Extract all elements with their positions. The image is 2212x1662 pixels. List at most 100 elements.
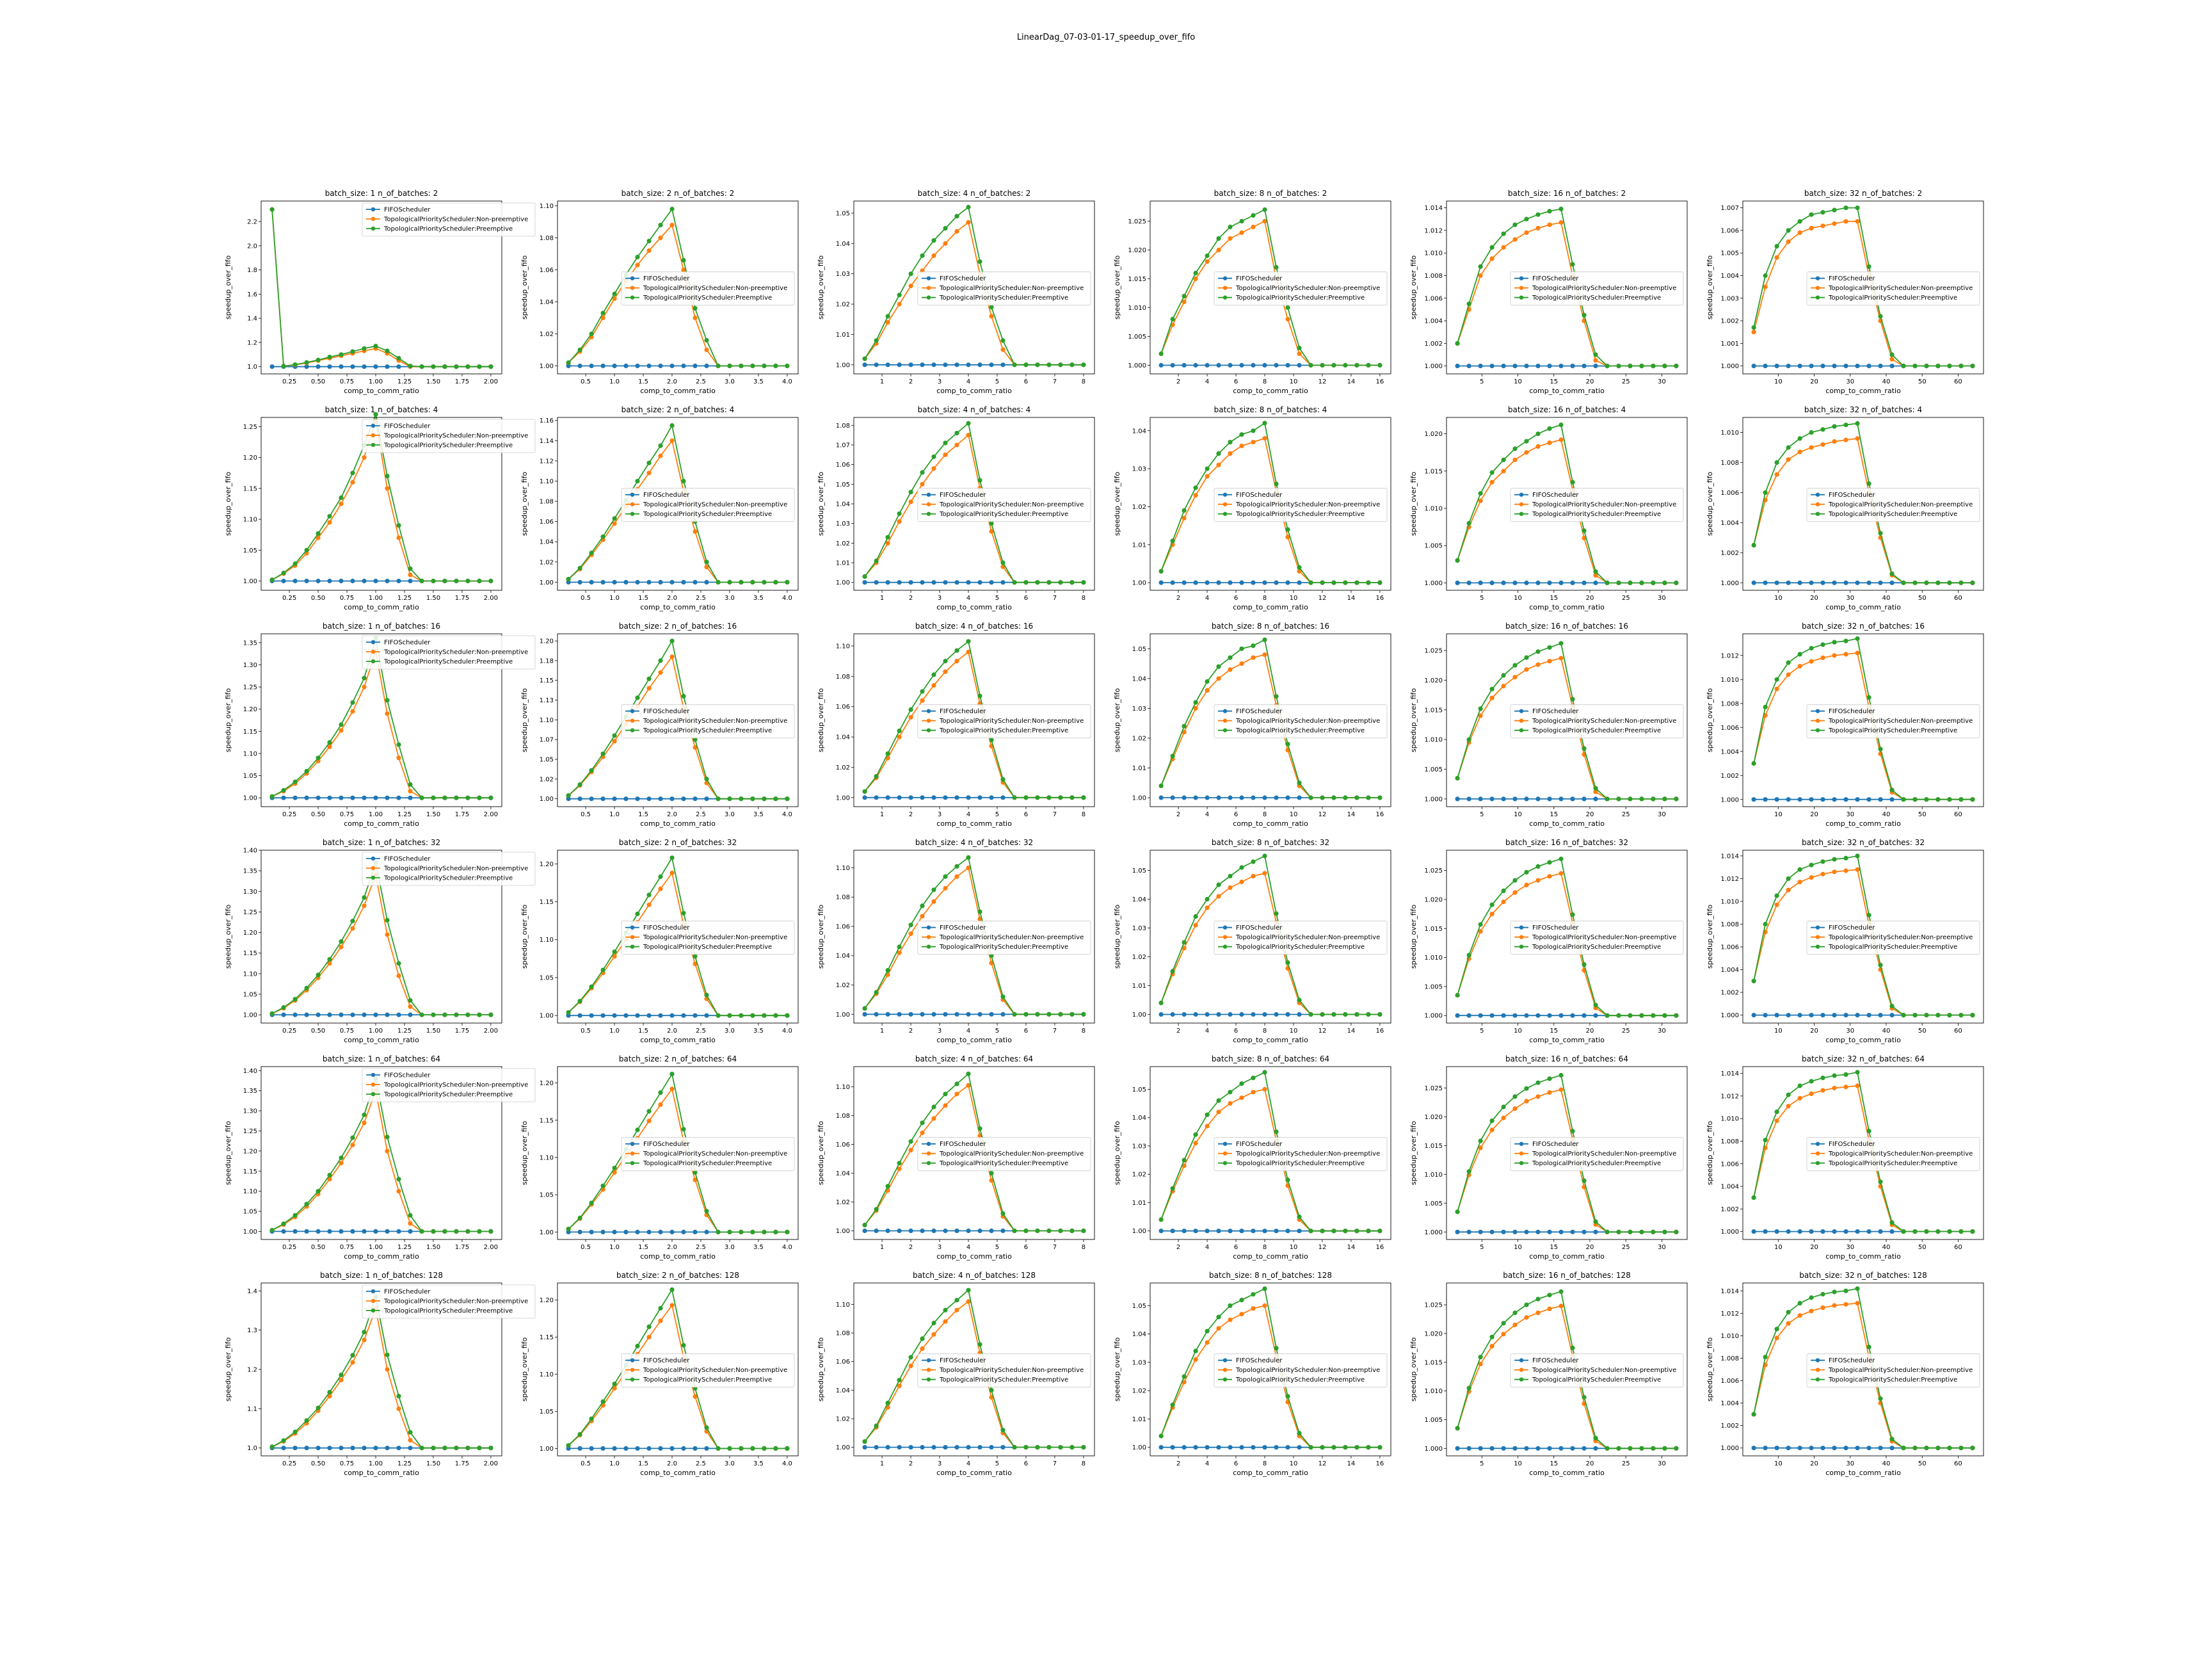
data-point [874, 580, 879, 585]
data-point [1000, 777, 1006, 782]
data-point [1878, 962, 1883, 967]
data-point [1193, 914, 1198, 919]
data-point [931, 1104, 936, 1109]
legend: FIFOSchedulerTopologicalPrioritySchedule… [621, 1353, 795, 1388]
data-point [1512, 1229, 1518, 1234]
x-tick-label: 1.50 [426, 1244, 440, 1251]
plot-frame [853, 200, 1095, 375]
y-tick-label: 1.04 [836, 241, 850, 248]
x-tick-label: 5 [1480, 595, 1484, 602]
x-tick-label: 2.00 [484, 1460, 498, 1467]
data-point [1239, 661, 1244, 666]
legend-box [917, 271, 1091, 306]
data-point [1970, 364, 1975, 369]
x-tick-label: 4 [1205, 1244, 1209, 1251]
data-point [681, 796, 686, 802]
x-tick-label: 2.00 [484, 1028, 498, 1035]
data-point [1489, 1344, 1495, 1349]
y-tick-label: 1.04 [1132, 675, 1146, 682]
data-point [966, 1445, 971, 1450]
data-point [908, 714, 913, 720]
y-tick-label: 1.05 [1132, 1086, 1146, 1093]
data-point [1297, 569, 1302, 574]
data-point [716, 796, 721, 802]
x-tick-label: 50 [1918, 1244, 1927, 1251]
data-point [1285, 580, 1290, 585]
data-point [646, 363, 652, 369]
data-point [1466, 737, 1471, 742]
y-tick-label: 1.00 [540, 796, 554, 803]
data-point [693, 579, 698, 585]
data-point [1466, 1013, 1471, 1018]
data-point [1205, 1445, 1210, 1450]
data-point [1251, 1306, 1256, 1311]
x-tick-label: 40 [1882, 1244, 1891, 1251]
data-point [1170, 1402, 1175, 1407]
legend-marker [630, 286, 635, 290]
data-point [1593, 786, 1598, 791]
data-point [1970, 797, 1975, 802]
legend-marker [371, 423, 376, 428]
data-point [920, 580, 925, 585]
data-point [1843, 1085, 1848, 1090]
legend-box [362, 419, 536, 453]
data-point [1478, 1355, 1483, 1360]
data-point [920, 253, 925, 258]
data-point [966, 220, 971, 225]
x-axis-label: comp_to_comm_ratio [1529, 1036, 1605, 1044]
y-tick-label: 1.002 [1720, 318, 1739, 325]
data-point [704, 337, 709, 343]
data-point [1228, 224, 1233, 230]
data-point [1158, 1445, 1164, 1450]
data-point [1843, 797, 1848, 802]
data-point [1751, 364, 1756, 369]
subplot: batch_size: 1 n_of_batches: 320.25 0.50 0.… [224, 838, 536, 1044]
data-point [465, 1446, 470, 1451]
data-point [1170, 538, 1175, 544]
data-point [1193, 706, 1198, 711]
data-point [1239, 362, 1244, 368]
y-tick-label: 1.000 [1720, 796, 1739, 803]
x-tick-label: 0.25 [282, 378, 296, 385]
data-point [989, 305, 994, 310]
x-axis-label: comp_to_comm_ratio [936, 603, 1012, 611]
x-tick-label: 2.5 [696, 1244, 706, 1251]
data-point [477, 364, 482, 369]
x-tick-label: 2 [1176, 811, 1180, 818]
data-point [1809, 1013, 1814, 1018]
data-point [1285, 316, 1290, 322]
data-point [385, 474, 390, 479]
y-tick-label: 1.05 [836, 210, 850, 217]
y-tick-label: 2.0 [247, 243, 257, 250]
y-tick-label: 1.004 [1720, 520, 1739, 527]
plot-frame [260, 417, 502, 591]
data-point [750, 1013, 755, 1018]
data-point [281, 1229, 286, 1234]
legend-marker [926, 1368, 931, 1372]
data-point [1193, 923, 1198, 928]
data-point [408, 1430, 413, 1435]
y-tick-label: 1.025 [1424, 867, 1443, 875]
x-tick-label: 4 [1205, 595, 1209, 602]
legend-label: FIFOScheduler [1532, 708, 1579, 715]
data-point [1959, 1013, 1964, 1018]
data-point [1547, 364, 1552, 369]
y-tick-label: 1.10 [540, 478, 554, 485]
data-point [862, 574, 867, 579]
data-point [885, 1228, 890, 1234]
legend-label: FIFOScheduler [643, 1357, 690, 1364]
data-point [1832, 364, 1837, 369]
data-point [966, 1228, 971, 1234]
y-tick-label: 1.07 [540, 737, 554, 744]
subplot-title: batch_size: 1 n_of_batches: 4 [325, 405, 438, 414]
data-point [1035, 1228, 1040, 1234]
data-point [1377, 1012, 1382, 1017]
y-axis-label: speedup_over_fifo [1706, 255, 1714, 320]
data-point [1843, 437, 1848, 442]
x-tick-label: 5 [995, 1244, 999, 1251]
data-point [693, 1229, 698, 1234]
data-point [1763, 364, 1768, 369]
legend-label: FIFOScheduler [1236, 275, 1283, 282]
data-point [1501, 796, 1506, 802]
